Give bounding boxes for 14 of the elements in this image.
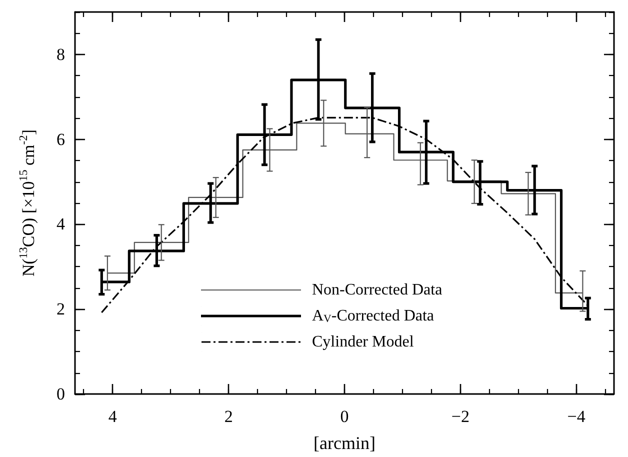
x-tick-label: 2 xyxy=(224,407,233,426)
y-tick-label: 0 xyxy=(56,384,65,404)
legend-label: Cylinder Model xyxy=(312,334,414,350)
x-axis-title: [arcmin] xyxy=(314,433,376,453)
x-tick-label: 0 xyxy=(340,407,349,426)
y-tick-label: 8 xyxy=(56,44,65,64)
legend-label: Non-Corrected Data xyxy=(312,282,442,298)
x-tick-label: −4 xyxy=(567,407,586,426)
y-tick-label: 4 xyxy=(56,214,66,234)
y-tick-label: 2 xyxy=(56,300,65,319)
x-tick-label: −2 xyxy=(451,407,470,426)
x-tick-label: 4 xyxy=(108,407,118,426)
y-axis-title: N(13CO) [×1015 cm-2] xyxy=(17,129,38,277)
y-tick-label: 6 xyxy=(56,130,65,149)
